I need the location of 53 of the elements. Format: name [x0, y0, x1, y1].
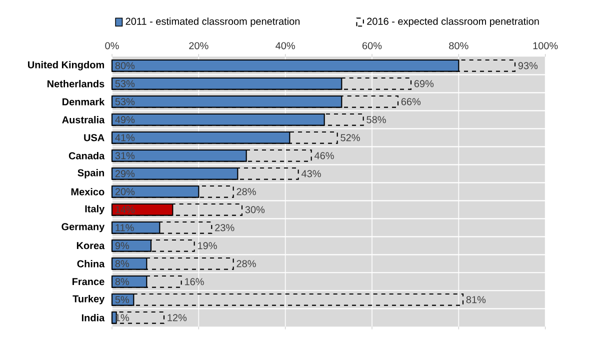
- data-label: 20%: [115, 188, 135, 196]
- x-tick-label: 40%: [276, 42, 295, 50]
- data-label: 69%: [414, 80, 434, 88]
- data-label: 49%: [115, 116, 135, 124]
- data-label: 19%: [198, 242, 217, 250]
- y-tick-label: Netherlands: [48, 80, 104, 88]
- data-label: 12%: [168, 314, 187, 322]
- data-label: 53%: [115, 80, 135, 88]
- data-label: 5%: [115, 296, 130, 304]
- x-tick-label: 60%: [362, 42, 382, 50]
- data-label: 53%: [115, 98, 135, 106]
- y-tick-label: Italy: [85, 205, 105, 214]
- data-label: 14%: [116, 206, 135, 214]
- legend-label: 2011 - estimated classroom penetration: [126, 18, 300, 27]
- x-tick-label: 80%: [449, 42, 468, 50]
- data-label: 80%: [115, 62, 135, 70]
- data-label: 93%: [518, 62, 538, 70]
- y-tick-label: Turkey: [72, 295, 105, 304]
- x-tick-label: 100%: [533, 42, 558, 50]
- y-tick-label: Australia: [62, 116, 105, 124]
- data-label: 23%: [215, 224, 234, 232]
- data-label: 11%: [116, 224, 134, 232]
- data-label: 30%: [245, 206, 265, 214]
- y-tick-label: Korea: [76, 242, 105, 250]
- y-tick-label: United Kingdom: [28, 60, 104, 70]
- y-tick-label: Mexico: [71, 188, 104, 196]
- data-label: 29%: [115, 170, 135, 178]
- data-label: 43%: [302, 170, 321, 178]
- data-label: 28%: [236, 260, 256, 268]
- data-label: 81%: [466, 296, 486, 304]
- x-tick-label: 0%: [105, 42, 119, 50]
- y-tick-label: Spain: [78, 169, 104, 178]
- data-label: 52%: [340, 134, 360, 142]
- data-label: 8%: [115, 260, 130, 268]
- data-label: 16%: [185, 278, 204, 286]
- data-label: 58%: [366, 116, 386, 124]
- data-label: 9%: [115, 242, 130, 250]
- y-tick-label: Germany: [62, 223, 105, 232]
- data-label: 31%: [115, 152, 135, 160]
- y-tick-label: France: [72, 278, 104, 286]
- data-label: 8%: [115, 278, 130, 286]
- y-tick-label: Denmark: [62, 98, 105, 106]
- bar: [111, 311, 117, 324]
- y-tick-label: China: [77, 260, 105, 268]
- data-label: 66%: [401, 98, 421, 106]
- data-label: 46%: [314, 152, 334, 160]
- x-tick-label: 20%: [189, 42, 208, 50]
- data-label: 41%: [115, 134, 135, 142]
- y-tick-label: India: [82, 314, 105, 322]
- legend-label: 2016 - expected classroom penetration: [367, 18, 539, 27]
- y-tick-label: USA: [84, 134, 104, 142]
- y-tick-label: Canada: [68, 152, 105, 160]
- data-label: 28%: [236, 188, 256, 196]
